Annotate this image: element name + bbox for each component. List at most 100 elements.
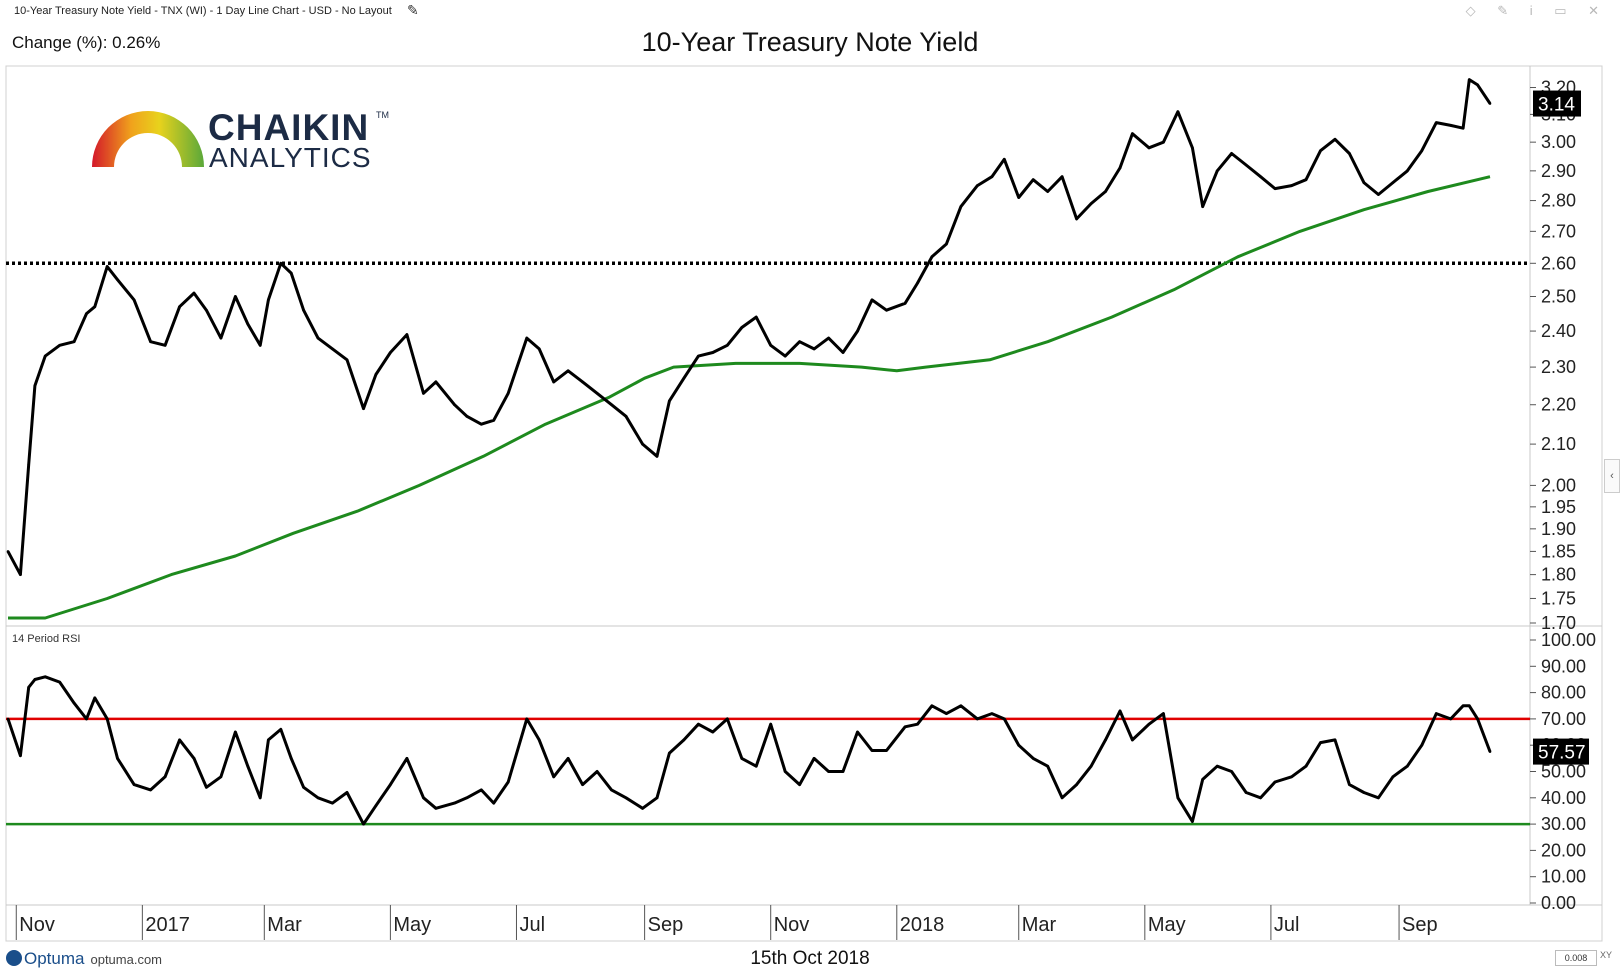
yield-point <box>1333 138 1337 141</box>
yield-point <box>267 298 270 302</box>
yield-point <box>1147 146 1151 150</box>
yield-point <box>178 305 181 309</box>
price-y-tick-label: 1.95 <box>1541 497 1576 517</box>
xy-zoom-icon[interactable]: XY <box>1600 950 1613 960</box>
yield-point <box>945 242 948 246</box>
yield-point <box>389 351 392 354</box>
rsi-point <box>945 712 948 715</box>
rsi-point <box>610 788 613 792</box>
yield-point <box>856 329 859 333</box>
rsi-plot <box>6 675 1530 826</box>
yield-point <box>149 340 152 344</box>
yield-point <box>1089 202 1093 205</box>
rsi-point <box>552 775 555 779</box>
price-last-value-badge-bg <box>1533 90 1581 117</box>
yield-point <box>1304 178 1308 181</box>
yield-point <box>870 298 874 302</box>
yield-point <box>27 463 30 466</box>
rsi-point <box>1406 764 1409 768</box>
rsi-point <box>990 712 994 715</box>
collapse-chevron-icon[interactable]: ‹ <box>1604 459 1620 493</box>
rsi-panel-title: 14 Period RSI <box>12 633 80 645</box>
chart-canvas[interactable]: CHAIKIN TM ANALYTICS 14 Period RSI 1.701… <box>0 0 1620 945</box>
rsi-y-tick-label: 20.00 <box>1541 840 1586 860</box>
yield-point <box>930 255 934 259</box>
yield-point <box>19 573 22 576</box>
yield-point <box>1449 124 1453 127</box>
logo-tm: TM <box>376 110 389 120</box>
rsi-point <box>1476 717 1479 721</box>
price-y-tick-label: 2.30 <box>1541 357 1576 377</box>
rsi-point <box>903 725 907 729</box>
edit-pencil-icon[interactable]: ✎ <box>407 2 419 18</box>
yield-point <box>885 308 888 312</box>
yield-point <box>362 407 365 410</box>
yield-point <box>132 298 136 302</box>
yield-point <box>345 358 349 362</box>
rsi-point <box>72 701 76 705</box>
yield-point <box>316 336 320 340</box>
yield-point <box>6 550 10 553</box>
rsi-point <box>1244 791 1248 794</box>
rsi-point <box>331 801 334 805</box>
yield-point <box>841 351 845 354</box>
rsi-y-tick-label: 30.00 <box>1541 814 1586 834</box>
yield-point <box>641 442 644 446</box>
rsi-point <box>537 738 541 742</box>
rsi-point <box>302 785 305 789</box>
rsi-point <box>1075 783 1078 786</box>
rsi-point <box>1176 796 1180 800</box>
rsi-point <box>581 783 584 786</box>
x-tick-label: May <box>393 914 431 936</box>
rsi-point <box>655 796 659 800</box>
yield-point <box>1176 110 1180 113</box>
yield-point <box>374 373 378 376</box>
yield-point <box>595 391 599 395</box>
price-y-tick-label: 2.00 <box>1541 475 1576 495</box>
yield-point <box>163 343 167 347</box>
rsi-y-tick-label: 0.00 <box>1541 893 1576 913</box>
last-value-badges: 3.14 57.57 <box>1533 90 1589 765</box>
yield-point <box>1377 193 1380 196</box>
x-tick-label: Sep <box>648 914 684 936</box>
rsi-point <box>1215 764 1219 768</box>
price-y-tick-label: 3.00 <box>1541 132 1576 152</box>
yield-point <box>566 369 570 373</box>
yield-point <box>1191 146 1194 150</box>
yield-point <box>93 305 97 309</box>
yield-point <box>525 336 529 340</box>
price-y-tick-label: 2.60 <box>1541 253 1576 273</box>
yield-point <box>1319 149 1322 152</box>
yield-point <box>58 343 61 347</box>
rsi-point <box>132 783 136 786</box>
rsi-y-tick-label: 100.00 <box>1541 630 1596 650</box>
yield-point <box>610 403 613 407</box>
optuma-brand[interactable]: Optuma optuma.com <box>6 949 162 969</box>
rsi-point <box>1002 717 1006 721</box>
price-y-tick-label: 1.80 <box>1541 565 1576 585</box>
rsi-point <box>1017 743 1021 747</box>
x-tick-label: Sep <box>1402 914 1438 936</box>
x-tick-label: Jul <box>519 914 545 936</box>
rsi-point <box>1290 775 1293 779</box>
window-controls[interactable]: ◇ ✎ i ▭ ✕ <box>1465 3 1608 18</box>
rsi-point <box>525 717 529 721</box>
yield-point <box>1104 190 1107 193</box>
yield-point <box>289 271 293 275</box>
x-tick-label: Jul <box>1274 914 1300 936</box>
yield-point <box>465 415 469 418</box>
rsi-point <box>345 791 349 794</box>
yield-point <box>480 422 483 426</box>
rsi-point <box>178 738 181 742</box>
rsi-point <box>930 704 934 708</box>
rsi-y-tick-label: 50.00 <box>1541 762 1586 782</box>
zoom-value[interactable]: 0.008 <box>1555 950 1597 966</box>
yield-point <box>916 281 919 285</box>
rsi-point <box>192 757 196 760</box>
rsi-point <box>566 757 570 760</box>
x-tick-label: 2018 <box>900 914 945 936</box>
yield-point <box>1259 175 1262 179</box>
rsi-point <box>43 675 47 679</box>
yield-point <box>453 403 456 407</box>
yield-point <box>740 326 744 329</box>
